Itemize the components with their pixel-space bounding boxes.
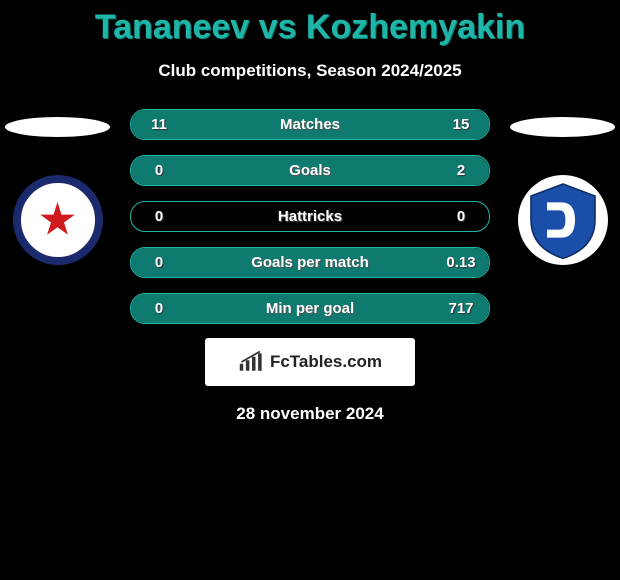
right-side: [505, 109, 620, 324]
stat-left-value: 0: [131, 300, 187, 317]
stat-left-value: 11: [131, 116, 187, 133]
stat-right-value: 0.13: [433, 254, 489, 271]
stat-right-value: 717: [433, 300, 489, 317]
fctables-logo[interactable]: FcTables.com: [205, 338, 415, 386]
logo-text: FcTables.com: [270, 352, 382, 372]
right-team-badge: [518, 175, 608, 265]
page-title: Tananeev vs Kozhemyakin: [0, 0, 620, 47]
stat-label: Goals per match: [187, 254, 433, 271]
stat-right-value: 15: [433, 116, 489, 133]
dynamo-shield-icon: [523, 180, 603, 260]
comparison-panel: 11Matches150Goals20Hattricks00Goals per …: [0, 109, 620, 324]
left-ellipse: [5, 117, 110, 137]
stat-label: Goals: [187, 162, 433, 179]
stat-row: 0Min per goal717: [130, 293, 490, 324]
stats-column: 11Matches150Goals20Hattricks00Goals per …: [115, 109, 505, 324]
stat-right-value: 0: [433, 208, 489, 225]
stat-row: 0Goals2: [130, 155, 490, 186]
stat-label: Hattricks: [187, 208, 433, 225]
date-label: 28 november 2024: [0, 404, 620, 424]
stat-left-value: 0: [131, 162, 187, 179]
stat-label: Matches: [187, 116, 433, 133]
stat-row: 0Hattricks0: [130, 201, 490, 232]
stat-label: Min per goal: [187, 300, 433, 317]
subtitle: Club competitions, Season 2024/2025: [0, 61, 620, 81]
stat-row: 11Matches15: [130, 109, 490, 140]
stat-left-value: 0: [131, 208, 187, 225]
bar-chart-icon: [238, 350, 266, 374]
stat-left-value: 0: [131, 254, 187, 271]
left-side: [0, 109, 115, 324]
left-team-badge: [13, 175, 103, 265]
right-ellipse: [510, 117, 615, 137]
stat-row: 0Goals per match0.13: [130, 247, 490, 278]
stat-right-value: 2: [433, 162, 489, 179]
